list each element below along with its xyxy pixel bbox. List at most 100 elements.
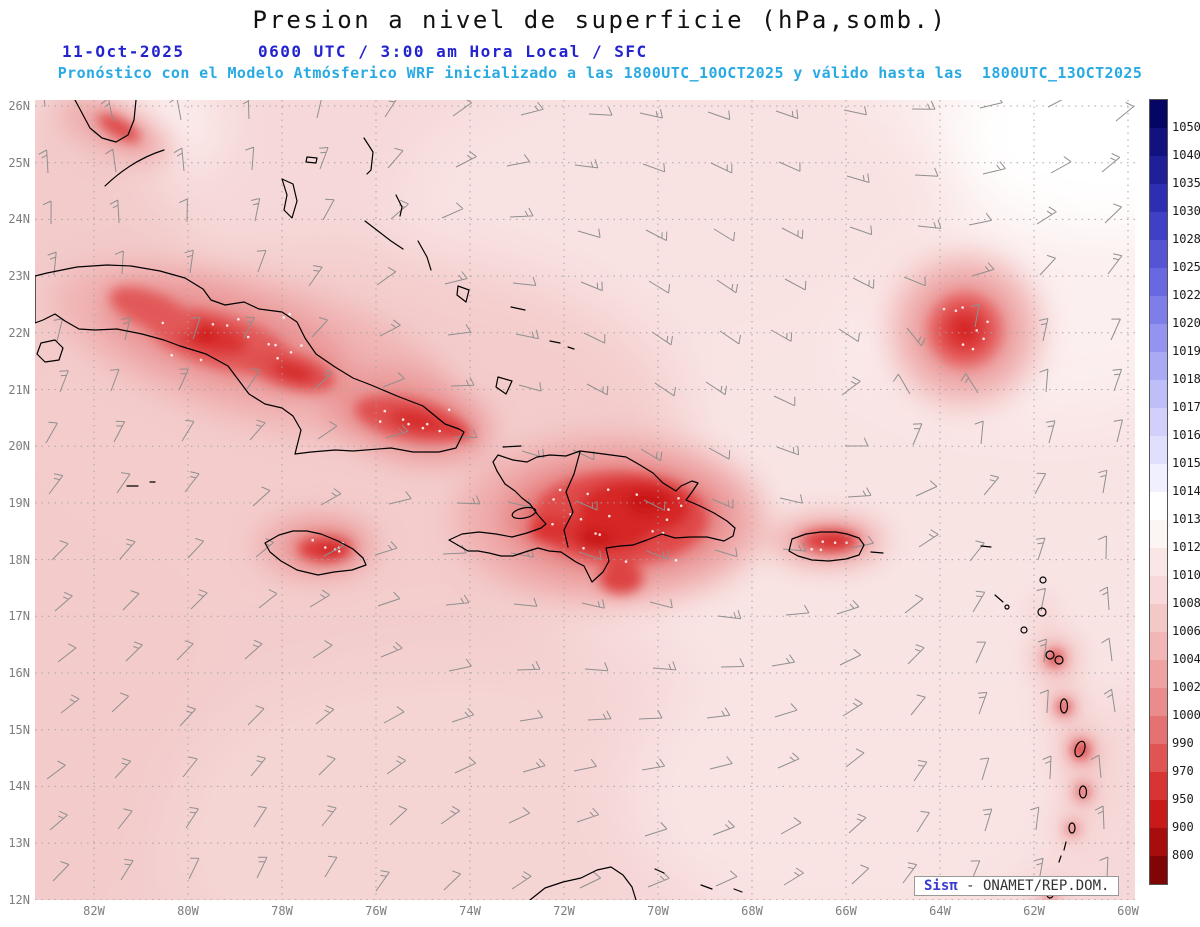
gonave-island	[511, 506, 537, 520]
andros-coastline	[281, 178, 298, 219]
lon-label: 76W	[365, 904, 387, 918]
st-vincent	[1068, 822, 1076, 834]
wind-barbs	[38, 100, 1135, 892]
guajira-coastline	[529, 866, 637, 900]
turks-caicos	[549, 340, 575, 350]
colorbar-cell	[1150, 856, 1167, 884]
lat-label: 20N	[8, 439, 30, 454]
colorbar-cell	[1150, 576, 1167, 604]
mayaguana	[510, 306, 526, 311]
colorbar-label: 1020	[1172, 316, 1200, 330]
latlon-grid	[35, 100, 1135, 900]
colorbar-cell	[1150, 464, 1167, 492]
lon-label: 66W	[835, 904, 857, 918]
colorbar-cell	[1150, 240, 1167, 268]
vieques	[870, 551, 884, 554]
colorbar-cell	[1150, 324, 1167, 352]
eleuthera	[363, 137, 374, 175]
abc-islands	[654, 868, 743, 893]
brand-label: Sisπ	[924, 878, 958, 894]
forecast-date-label: 11-Oct-2025	[62, 42, 185, 61]
colorbar-label: 1013	[1172, 512, 1200, 526]
lat-label: 21N	[8, 382, 30, 397]
colorbar-label: 1004	[1172, 652, 1200, 666]
colorbar-label: 1022	[1172, 288, 1200, 302]
lat-label: 24N	[8, 212, 30, 227]
lon-label: 70W	[647, 904, 669, 918]
colorbar-label: 1002	[1172, 680, 1200, 694]
colorbar-cell	[1150, 380, 1167, 408]
colorbar-label: 1018	[1172, 372, 1200, 386]
colorbar-cell	[1150, 604, 1167, 632]
colorbar-label: 1015	[1172, 456, 1200, 470]
lon-label: 80W	[177, 904, 199, 918]
colorbar-label: 1016	[1172, 428, 1200, 442]
inagua	[495, 376, 513, 395]
lat-label: 25N	[8, 155, 30, 170]
credit-badge: Sisπ - ONAMET/REP.DOM.	[914, 876, 1120, 896]
pressure-shading	[35, 100, 1135, 900]
antigua	[1037, 607, 1047, 617]
colorbar-cell	[1150, 688, 1167, 716]
colorbar-cell	[1150, 100, 1167, 128]
new-providence	[305, 156, 318, 164]
model-subtitle: Pronóstico con el Modelo Atmósferico WRF…	[57, 64, 1143, 82]
colorbar-cell	[1150, 744, 1167, 772]
colorbar-label: 1019	[1172, 344, 1200, 358]
lat-label: 23N	[8, 269, 30, 284]
lat-label: 19N	[8, 495, 30, 510]
guadeloupe-west	[1045, 650, 1055, 660]
colorbar-cell	[1150, 436, 1167, 464]
colorbar-cell	[1150, 492, 1167, 520]
long-island-bahamas	[417, 240, 432, 271]
lat-label: 12N	[8, 892, 30, 907]
martinique	[1074, 740, 1086, 758]
wind-barbs-layer	[38, 100, 1135, 892]
barbuda	[1039, 576, 1047, 584]
puerto-rico-coastline	[788, 531, 865, 562]
colorbar-label: 800	[1172, 848, 1194, 862]
cuba-coastline	[35, 264, 465, 455]
cat-island	[395, 194, 403, 217]
st-kitts	[994, 594, 1004, 603]
lon-label: 72W	[553, 904, 575, 918]
lon-label: 62W	[1023, 904, 1045, 918]
tortuga-island	[502, 445, 522, 448]
page-title: Presion a nivel de superficie (hPa,somb.…	[252, 6, 948, 34]
colorbar-cell	[1150, 660, 1167, 688]
isla-juventud-coastline	[36, 339, 64, 363]
colorbar-label: 1040	[1172, 148, 1200, 162]
lon-label: 68W	[741, 904, 763, 918]
colorbar-cell	[1150, 800, 1167, 828]
colorbar-label: 1008	[1172, 596, 1200, 610]
jamaica-coastline	[264, 530, 367, 576]
lon-label: 82W	[83, 904, 105, 918]
lat-label: 22N	[8, 325, 30, 340]
cayman-islands	[126, 481, 156, 487]
colorbar-label: 950	[1172, 792, 1194, 806]
colorbar-cell	[1150, 184, 1167, 212]
colorbar-label: 1030	[1172, 204, 1200, 218]
colorbar-cell	[1150, 520, 1167, 548]
lat-label: 16N	[8, 666, 30, 680]
colorbar-cell	[1150, 716, 1167, 744]
colorbar-cell	[1150, 156, 1167, 184]
map-graphic	[35, 100, 1135, 900]
colorbar-cell	[1150, 632, 1167, 660]
colorbar-label: 900	[1172, 820, 1194, 834]
lat-label: 15N	[8, 722, 30, 737]
colorbar-label: 1025	[1172, 260, 1200, 274]
colorbar-cell	[1150, 828, 1167, 856]
exuma-chain	[364, 220, 404, 250]
map-canvas	[35, 100, 1135, 900]
colorbar-cells	[1149, 99, 1168, 885]
coastlines-layer	[35, 100, 1088, 900]
florida-coastline	[74, 100, 137, 143]
lat-label: 18N	[8, 552, 30, 567]
nevis	[1004, 604, 1010, 610]
colorbar-cell	[1150, 128, 1167, 156]
colorbar-cell	[1150, 212, 1167, 240]
colorbar-label: 1010	[1172, 568, 1200, 582]
montserrat	[1020, 626, 1028, 634]
